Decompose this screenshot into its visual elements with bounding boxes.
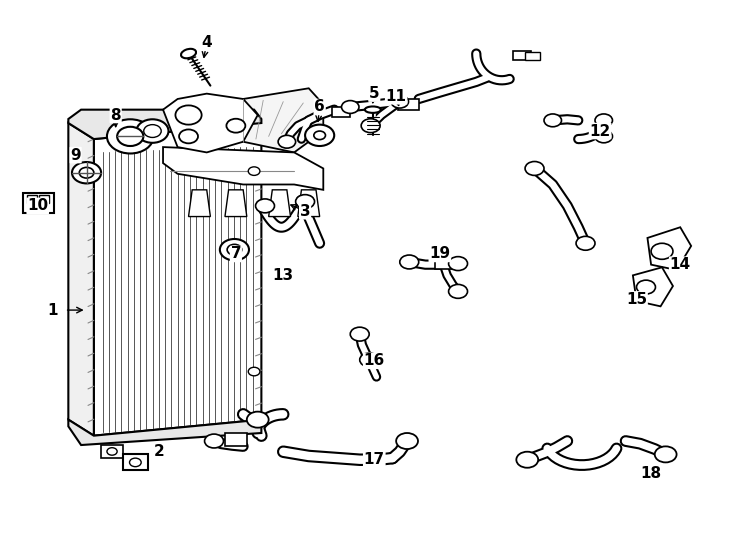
Polygon shape <box>269 190 291 217</box>
Circle shape <box>107 448 117 455</box>
Text: 17: 17 <box>364 452 385 467</box>
Ellipse shape <box>365 106 381 113</box>
Text: 3: 3 <box>299 204 310 219</box>
Bar <box>225 433 247 447</box>
Circle shape <box>117 127 143 146</box>
Text: 2: 2 <box>154 444 164 459</box>
Polygon shape <box>243 88 323 152</box>
Polygon shape <box>225 190 247 217</box>
Circle shape <box>448 285 468 298</box>
Circle shape <box>655 447 677 462</box>
Bar <box>101 445 123 458</box>
Circle shape <box>391 95 409 108</box>
Circle shape <box>227 244 241 255</box>
Circle shape <box>361 119 380 133</box>
Text: 4: 4 <box>201 35 212 50</box>
Text: 16: 16 <box>363 353 385 368</box>
Text: 5: 5 <box>369 86 379 101</box>
Circle shape <box>360 353 379 367</box>
Circle shape <box>576 237 595 250</box>
Bar <box>332 107 350 117</box>
Circle shape <box>396 433 418 449</box>
Text: 12: 12 <box>589 124 611 139</box>
Text: 8: 8 <box>110 107 121 123</box>
Polygon shape <box>647 227 691 270</box>
Bar <box>435 261 454 269</box>
Circle shape <box>278 136 296 148</box>
Circle shape <box>72 162 101 184</box>
Circle shape <box>296 194 315 208</box>
Circle shape <box>516 452 538 468</box>
Bar <box>27 195 37 202</box>
Circle shape <box>247 411 269 428</box>
Bar <box>123 454 148 470</box>
Circle shape <box>350 327 369 341</box>
Circle shape <box>179 130 198 143</box>
Circle shape <box>129 458 141 467</box>
Text: 9: 9 <box>70 147 81 163</box>
Circle shape <box>220 239 249 260</box>
Circle shape <box>595 130 612 143</box>
Circle shape <box>175 105 202 125</box>
Circle shape <box>595 114 612 127</box>
Bar <box>39 195 49 202</box>
Circle shape <box>226 119 245 133</box>
Polygon shape <box>189 190 211 217</box>
Circle shape <box>248 167 260 176</box>
Circle shape <box>107 119 153 153</box>
Circle shape <box>636 280 655 294</box>
Text: 1: 1 <box>47 302 57 318</box>
Text: 13: 13 <box>272 268 294 283</box>
Polygon shape <box>163 147 323 190</box>
Circle shape <box>448 256 468 271</box>
Circle shape <box>305 125 334 146</box>
Text: 7: 7 <box>230 246 241 261</box>
Circle shape <box>255 199 275 213</box>
Circle shape <box>137 119 169 143</box>
Polygon shape <box>163 93 258 152</box>
Text: 14: 14 <box>669 257 691 272</box>
Circle shape <box>314 131 325 140</box>
Bar <box>23 192 54 213</box>
Circle shape <box>651 244 673 259</box>
Text: 19: 19 <box>429 246 451 261</box>
Text: 10: 10 <box>27 198 48 213</box>
Circle shape <box>400 255 418 269</box>
Circle shape <box>144 125 161 138</box>
Circle shape <box>248 367 260 376</box>
Bar <box>512 51 531 60</box>
Text: 15: 15 <box>626 292 647 307</box>
Circle shape <box>544 114 562 127</box>
Circle shape <box>341 100 359 113</box>
Bar <box>399 99 418 110</box>
Bar <box>525 52 539 60</box>
Ellipse shape <box>181 49 196 58</box>
Polygon shape <box>94 123 261 436</box>
Circle shape <box>205 434 223 448</box>
Text: 11: 11 <box>385 89 407 104</box>
Polygon shape <box>68 110 261 139</box>
Circle shape <box>79 167 94 178</box>
Polygon shape <box>68 420 261 445</box>
Circle shape <box>525 161 544 176</box>
Polygon shape <box>68 123 94 436</box>
Polygon shape <box>298 190 319 217</box>
Text: 18: 18 <box>641 465 661 481</box>
Polygon shape <box>633 267 673 306</box>
Text: 6: 6 <box>314 99 325 114</box>
